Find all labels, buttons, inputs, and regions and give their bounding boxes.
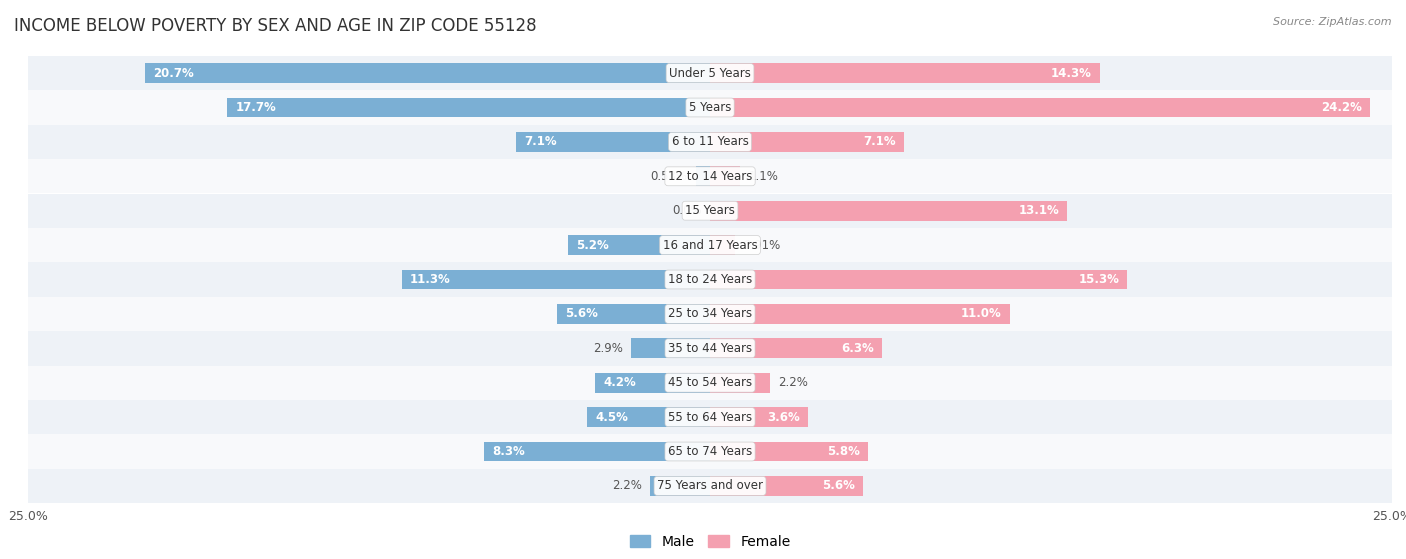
Text: 2.2%: 2.2% (779, 376, 808, 389)
Bar (484, 442, 710, 462)
Bar (557, 304, 710, 324)
Bar (568, 235, 710, 255)
Text: 35 to 44 Years: 35 to 44 Years (668, 342, 752, 355)
Bar (145, 63, 710, 83)
Text: INCOME BELOW POVERTY BY SEX AND AGE IN ZIP CODE 55128: INCOME BELOW POVERTY BY SEX AND AGE IN Z… (14, 17, 537, 35)
Legend: Male, Female: Male, Female (624, 529, 796, 555)
Text: Under 5 Years: Under 5 Years (669, 67, 751, 79)
Text: 25 to 34 Years: 25 to 34 Years (668, 307, 752, 320)
Bar (28, 228, 1392, 262)
Bar (710, 167, 740, 186)
Text: 7.1%: 7.1% (863, 135, 896, 148)
Text: 13.1%: 13.1% (1018, 204, 1059, 217)
Bar (28, 125, 1392, 159)
Bar (710, 132, 904, 152)
Text: 4.5%: 4.5% (596, 411, 628, 424)
Text: 65 to 74 Years: 65 to 74 Years (668, 445, 752, 458)
Bar (710, 476, 863, 496)
Bar (696, 167, 710, 186)
Text: 5.6%: 5.6% (821, 480, 855, 492)
Text: 0.53%: 0.53% (651, 170, 688, 183)
Text: 2.2%: 2.2% (612, 480, 643, 492)
Text: 5 Years: 5 Years (689, 101, 731, 114)
Text: 8.3%: 8.3% (492, 445, 524, 458)
Bar (28, 434, 1392, 468)
Text: 15.3%: 15.3% (1078, 273, 1119, 286)
Text: 1.1%: 1.1% (748, 170, 778, 183)
Bar (28, 366, 1392, 400)
Text: 4.2%: 4.2% (603, 376, 637, 389)
Text: 11.0%: 11.0% (962, 307, 1002, 320)
Text: 45 to 54 Years: 45 to 54 Years (668, 376, 752, 389)
Bar (650, 476, 710, 496)
Text: 5.2%: 5.2% (576, 239, 609, 252)
Text: 0.91%: 0.91% (742, 239, 780, 252)
Text: 16 and 17 Years: 16 and 17 Years (662, 239, 758, 252)
Bar (710, 97, 1369, 117)
Bar (228, 97, 710, 117)
Text: 6 to 11 Years: 6 to 11 Years (672, 135, 748, 148)
Bar (710, 338, 882, 358)
Bar (28, 468, 1392, 503)
Text: 17.7%: 17.7% (235, 101, 276, 114)
Bar (710, 63, 1099, 83)
Bar (710, 201, 1067, 221)
Bar (710, 235, 735, 255)
Bar (710, 304, 1010, 324)
Text: 6.3%: 6.3% (841, 342, 873, 355)
Text: Source: ZipAtlas.com: Source: ZipAtlas.com (1274, 17, 1392, 27)
Bar (596, 373, 710, 392)
Text: 5.8%: 5.8% (827, 445, 860, 458)
Bar (631, 338, 710, 358)
Text: 75 Years and over: 75 Years and over (657, 480, 763, 492)
Bar (710, 269, 1128, 290)
Bar (28, 91, 1392, 125)
Bar (28, 297, 1392, 331)
Text: 14.3%: 14.3% (1052, 67, 1092, 79)
Text: 24.2%: 24.2% (1322, 101, 1362, 114)
Text: 18 to 24 Years: 18 to 24 Years (668, 273, 752, 286)
Text: 15 Years: 15 Years (685, 204, 735, 217)
Bar (710, 373, 770, 392)
Text: 5.6%: 5.6% (565, 307, 599, 320)
Text: 55 to 64 Years: 55 to 64 Years (668, 411, 752, 424)
Text: 12 to 14 Years: 12 to 14 Years (668, 170, 752, 183)
Bar (28, 193, 1392, 228)
Bar (28, 331, 1392, 366)
Text: 7.1%: 7.1% (524, 135, 557, 148)
Text: 2.9%: 2.9% (593, 342, 623, 355)
Bar (710, 407, 808, 427)
Bar (588, 407, 710, 427)
Text: 0.0%: 0.0% (672, 204, 702, 217)
Text: 11.3%: 11.3% (411, 273, 451, 286)
Bar (516, 132, 710, 152)
Bar (710, 442, 869, 462)
Bar (28, 262, 1392, 297)
Text: 20.7%: 20.7% (153, 67, 194, 79)
Bar (28, 159, 1392, 193)
Text: 3.6%: 3.6% (768, 411, 800, 424)
Bar (28, 56, 1392, 91)
Bar (28, 400, 1392, 434)
Bar (402, 269, 710, 290)
